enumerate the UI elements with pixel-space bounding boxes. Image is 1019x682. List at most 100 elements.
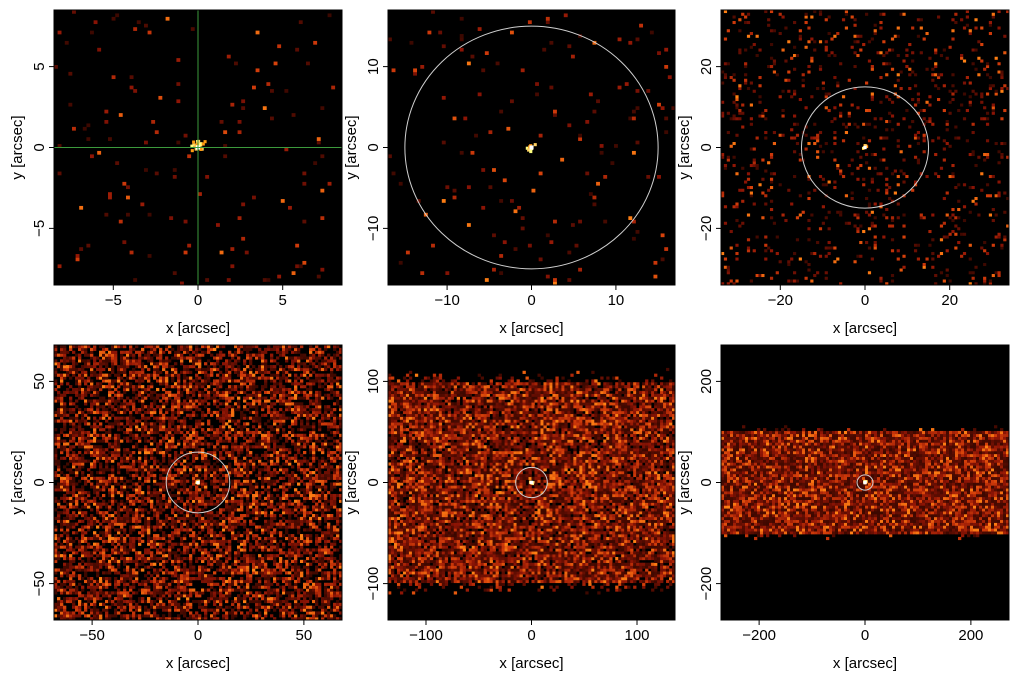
heat-pixel — [189, 568, 193, 572]
heat-pixel — [937, 98, 941, 102]
heat-pixel — [81, 376, 85, 380]
heat-pixel — [180, 353, 184, 357]
heat-pixel — [213, 519, 217, 523]
heat-pixel — [882, 12, 886, 16]
heat-pixel — [159, 511, 163, 515]
heat-pixel — [738, 48, 742, 52]
heat-pixel — [997, 150, 1001, 154]
heat-pixel — [977, 155, 981, 159]
heat-pixel — [234, 345, 238, 349]
heat-pixel — [919, 109, 923, 113]
heat-pixel — [807, 70, 811, 74]
heat-pixel — [213, 502, 217, 506]
heat-pixel — [150, 602, 154, 606]
heat-pixel — [174, 514, 178, 518]
heat-pixel — [114, 482, 118, 486]
heat-pixel — [183, 602, 187, 606]
heat-pixel — [234, 502, 238, 506]
heat-pixel — [781, 114, 785, 118]
heat-pixel — [201, 367, 205, 372]
heat-pixel — [135, 485, 139, 489]
heat-pixel — [216, 393, 220, 397]
heat-pixel — [741, 221, 745, 225]
heat-pixel — [69, 568, 73, 572]
heat-pixel — [948, 45, 952, 49]
heat-pixel — [225, 568, 229, 572]
heat-pixel — [168, 471, 172, 475]
heat-pixel — [99, 505, 103, 509]
heat-pixel — [945, 56, 949, 60]
heat-pixel — [150, 539, 154, 543]
heat-pixel — [96, 410, 100, 415]
heat-pixel — [204, 565, 208, 569]
heat-pixel — [198, 605, 202, 609]
heat-pixel — [165, 442, 169, 446]
heat-pixel — [856, 230, 860, 234]
heat-pixel — [231, 525, 235, 529]
heat-pixel — [234, 479, 238, 483]
heat-pixel — [99, 551, 103, 555]
heat-pixel — [177, 425, 181, 429]
heat-pixel — [81, 525, 85, 529]
heat-pixel — [833, 54, 837, 58]
heat-pixel — [204, 413, 208, 417]
heat-pixel — [57, 602, 61, 606]
heat-pixel — [72, 499, 76, 503]
heat-pixel — [93, 534, 97, 538]
heat-pixel — [66, 488, 70, 492]
heat-pixel — [93, 430, 97, 435]
heat-pixel — [729, 246, 733, 250]
heat-pixel — [147, 534, 151, 538]
heat-pixel — [204, 548, 208, 552]
heat-pixel — [890, 37, 895, 41]
heat-pixel — [216, 387, 220, 392]
heat-pixel — [870, 257, 874, 261]
heat-pixel — [108, 456, 112, 460]
heat-pixel — [141, 579, 145, 584]
heat-pixel — [954, 186, 958, 190]
heat-pixel — [117, 502, 121, 506]
heat-pixel — [159, 450, 163, 455]
heat-pixel — [201, 605, 205, 609]
heat-pixel — [144, 353, 148, 357]
heat-pixel — [69, 453, 73, 458]
heat-pixel — [198, 382, 202, 386]
heat-pixel — [890, 274, 895, 278]
heat-pixel — [129, 385, 133, 389]
heat-pixel — [123, 559, 127, 563]
heat-pixel — [126, 195, 130, 200]
heat-pixel — [252, 85, 256, 90]
heat-pixel — [804, 147, 808, 151]
heat-pixel — [327, 181, 332, 186]
heat-pixel — [225, 405, 229, 409]
heat-pixel — [120, 548, 124, 552]
heat-pixel — [198, 502, 202, 506]
heat-pixel — [165, 390, 169, 394]
heat-pixel — [90, 382, 94, 386]
heat-pixel — [129, 413, 133, 417]
heat-pixel — [913, 155, 918, 159]
heat-pixel — [72, 539, 76, 543]
heat-pixel — [888, 197, 892, 201]
heat-pixel — [431, 243, 435, 248]
heat-pixel — [132, 422, 136, 426]
heat-pixel — [873, 202, 877, 206]
heat-pixel — [793, 175, 797, 179]
heat-pixel — [772, 59, 777, 63]
heat-pixel — [588, 92, 593, 97]
heat-pixel — [99, 531, 103, 535]
heat-pixel — [856, 142, 860, 146]
heat-pixel — [96, 562, 100, 566]
heat-pixel — [228, 545, 232, 549]
heat-pixel — [735, 252, 739, 256]
heat-pixel — [90, 597, 94, 601]
heat-pixel — [234, 485, 238, 489]
heat-pixel — [466, 223, 471, 227]
heat-pixel — [117, 551, 121, 555]
heat-pixel — [210, 410, 214, 415]
heat-pixel — [189, 385, 193, 389]
heat-pixel — [177, 390, 181, 394]
heat-pixel — [63, 425, 67, 429]
x-tick-label: −20 — [768, 292, 793, 309]
heat-pixel — [231, 396, 235, 400]
